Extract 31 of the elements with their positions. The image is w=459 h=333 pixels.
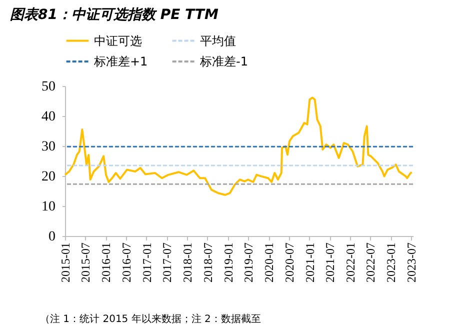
x-tick-label: 2019-01 xyxy=(221,242,236,282)
y-tick-label: 20 xyxy=(42,170,56,184)
x-tick-label: 2021-07 xyxy=(323,242,338,282)
chart-title: 图表81：中证可选指数 PE TTM xyxy=(10,7,218,23)
x-tick-label: 2016-01 xyxy=(99,242,114,282)
legend-label: 平均值 xyxy=(200,34,236,48)
x-tick-label: 2018-07 xyxy=(200,242,215,282)
x-tick-label: 2015-01 xyxy=(58,242,72,282)
x-tick-label: 2022-01 xyxy=(344,242,358,282)
y-tick-label: 0 xyxy=(48,230,56,244)
y-tick-label: 10 xyxy=(42,200,56,214)
x-tick-label: 2023-01 xyxy=(384,242,398,282)
legend-label: 中证可选 xyxy=(94,34,142,48)
x-tick-label: 2019-07 xyxy=(242,242,256,282)
x-tick-label: 2018-01 xyxy=(180,242,195,282)
legend-label: 标准差-1 xyxy=(199,54,248,68)
x-tick-label: 2022-07 xyxy=(364,242,378,282)
x-tick-label: 2023-07 xyxy=(404,242,418,282)
x-tick-label: 2021-01 xyxy=(302,242,317,282)
y-tick-label: 30 xyxy=(42,140,56,154)
x-tick-label: 2020-07 xyxy=(282,242,296,282)
legend-label: 标准差+1 xyxy=(93,54,148,68)
x-tick-label: 2017-01 xyxy=(140,242,154,282)
x-tick-label: 2015-07 xyxy=(78,242,93,282)
x-tick-label: 2017-07 xyxy=(160,242,174,282)
line-series xyxy=(64,96,413,196)
text: （注 1：统计 2015 年以来数据；注 2：数据截至 xyxy=(40,313,261,325)
y-tick-label: 40 xyxy=(42,110,56,124)
x-tick-label: 2020-01 xyxy=(262,242,276,282)
y-tick-label: 50 xyxy=(42,80,56,94)
x-tick-label: 2016-07 xyxy=(119,242,134,282)
